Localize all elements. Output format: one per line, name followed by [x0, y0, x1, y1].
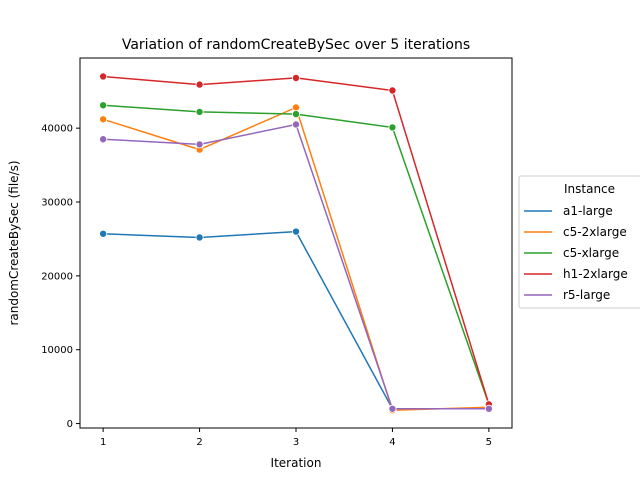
- data-point: [291, 73, 300, 82]
- data-point: [99, 115, 108, 124]
- y-tick-label: 10000: [41, 345, 73, 356]
- data-point: [195, 80, 204, 89]
- data-point: [388, 404, 397, 413]
- data-point: [291, 103, 300, 112]
- data-point: [195, 233, 204, 242]
- y-tick-label: 30000: [41, 198, 73, 209]
- series-a1-large: [99, 227, 493, 413]
- data-point: [291, 227, 300, 236]
- x-axis-label: Iteration: [271, 456, 322, 470]
- data-point: [388, 86, 397, 95]
- legend-label: a1-large: [563, 204, 613, 218]
- series-c5-xlarge: [99, 101, 493, 409]
- data-point: [291, 110, 300, 119]
- y-axis-label: randomCreateBySec (file/s): [7, 160, 21, 325]
- series-h1-2xlarge: [99, 72, 493, 409]
- series-line: [102, 106, 489, 412]
- data-point: [388, 123, 397, 132]
- legend-label: c5-xlarge: [563, 246, 619, 260]
- x-tick-label: 4: [389, 437, 395, 448]
- x-tick-label: 1: [100, 437, 106, 448]
- series-line: [103, 104, 490, 405]
- plot-area: 1 2 3 4 5 0 10000 20000 30000 40000: [41, 57, 513, 448]
- legend: Instance a1-large c5-2xlarge c5-xlarge h1-2…: [518, 175, 640, 309]
- legend-item: r5-large: [524, 288, 610, 302]
- legend-label: c5-2xlarge: [563, 225, 627, 239]
- data-point: [484, 404, 493, 413]
- legend-label: r5-large: [563, 288, 610, 302]
- series-r5-large: [99, 120, 493, 413]
- x-tick-label: 5: [486, 437, 492, 448]
- series-line: [103, 123, 489, 410]
- legend-item: h1-2xlarge: [524, 267, 628, 281]
- data-point: [291, 120, 300, 129]
- series-layer: [99, 72, 493, 415]
- y-tick-label: 20000: [41, 271, 73, 282]
- series-line: [103, 230, 489, 410]
- legend-box: [518, 175, 640, 309]
- data-point: [195, 107, 204, 116]
- legend-label: h1-2xlarge: [563, 267, 628, 281]
- y-axis: 0 10000 20000 30000 40000: [41, 124, 80, 430]
- data-point: [99, 229, 108, 238]
- legend-item: c5-xlarge: [524, 246, 619, 260]
- legend-item: c5-2xlarge: [524, 225, 627, 239]
- legend-title: Instance: [564, 182, 615, 196]
- series-c5-2xlarge: [99, 103, 493, 415]
- data-point: [99, 101, 108, 110]
- x-axis: 1 2 3 4 5: [100, 428, 492, 448]
- y-tick-label: 0: [67, 419, 73, 430]
- data-point: [99, 72, 108, 81]
- x-tick-label: 3: [293, 437, 299, 448]
- x-tick-label: 2: [196, 437, 202, 448]
- y-tick-label: 40000: [41, 124, 73, 135]
- legend-item: a1-large: [524, 204, 613, 218]
- chart-title: Variation of randomCreateBySec over 5 it…: [122, 37, 470, 53]
- data-point: [195, 140, 204, 149]
- data-point: [99, 135, 108, 144]
